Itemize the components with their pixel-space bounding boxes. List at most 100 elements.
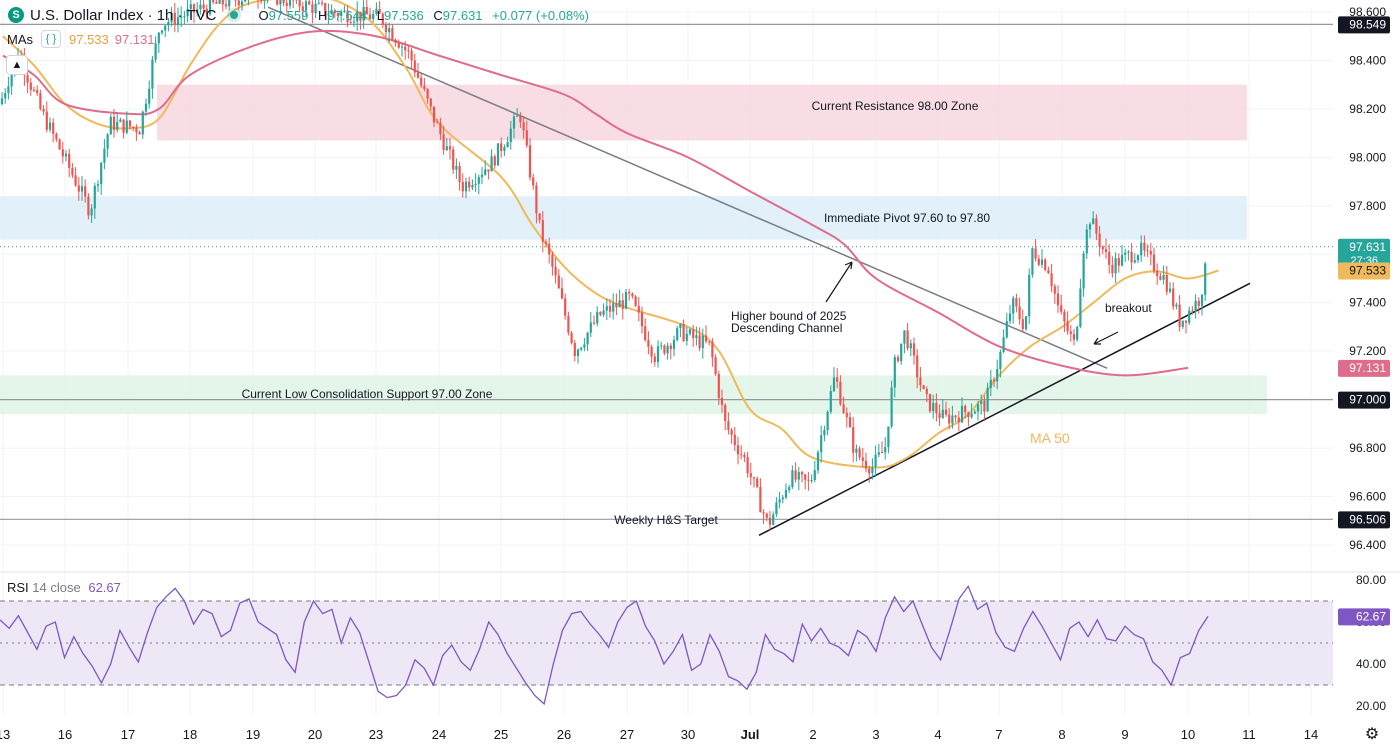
candle <box>605 306 608 311</box>
candle <box>359 11 362 21</box>
candle <box>1082 253 1085 289</box>
candle <box>1149 251 1152 255</box>
zones <box>0 84 1267 415</box>
candle <box>717 374 720 398</box>
candle <box>1031 248 1034 275</box>
candle <box>669 345 672 350</box>
candle <box>791 470 794 487</box>
candle <box>48 122 52 130</box>
candle <box>871 467 874 474</box>
candle <box>276 0 279 5</box>
candle <box>839 381 842 405</box>
candle <box>740 454 743 456</box>
candle <box>746 457 749 474</box>
price-label-text: 98.549 <box>1349 17 1386 31</box>
ma-legend-label: MAs <box>7 31 33 47</box>
candle <box>509 128 512 143</box>
candle <box>858 448 861 458</box>
arrow-up-icon <box>825 261 853 303</box>
candle <box>1018 306 1021 320</box>
trendline <box>758 282 1251 536</box>
candle <box>679 323 682 329</box>
rsi-legend[interactable]: RSI 14 close 62.67 <box>7 580 121 595</box>
time-tick: 19 <box>246 727 260 742</box>
candle <box>580 347 583 350</box>
symbol-icon[interactable]: S <box>8 7 24 23</box>
candle <box>900 343 903 362</box>
candle <box>288 0 292 6</box>
candle <box>548 243 551 255</box>
candle <box>1037 258 1040 265</box>
candle <box>368 14 372 20</box>
candle <box>906 330 909 349</box>
candle <box>1101 246 1104 250</box>
candle <box>189 4 192 9</box>
candle <box>1175 304 1178 307</box>
market-status-icon <box>230 11 239 19</box>
time-tick: 4 <box>934 727 941 742</box>
zone-2 <box>0 375 1267 415</box>
candle <box>432 106 436 123</box>
candle <box>826 411 829 430</box>
candle <box>567 315 570 333</box>
candle <box>1072 334 1076 340</box>
candle <box>647 340 650 347</box>
symbol-title[interactable]: U.S. Dollar Index · 1h · TVC <box>30 6 217 24</box>
candle <box>298 0 301 7</box>
candle <box>128 120 132 127</box>
grid-lines <box>0 8 1400 715</box>
candle <box>215 1 218 4</box>
price-tick: 98.000 <box>1349 150 1386 164</box>
candle <box>618 300 621 308</box>
gear-icon[interactable]: ⚙ <box>1364 726 1380 743</box>
candle <box>525 130 528 146</box>
candle <box>570 332 573 344</box>
candle <box>960 405 964 423</box>
price-label-level <box>1338 511 1390 529</box>
candle <box>103 148 106 163</box>
candle <box>736 445 740 455</box>
candle <box>394 39 397 44</box>
chevron-up-icon[interactable]: ▲ <box>6 55 28 75</box>
candle <box>122 119 125 133</box>
candle <box>804 474 807 480</box>
candle <box>1104 249 1108 253</box>
candle <box>1130 251 1133 263</box>
candle <box>154 43 157 60</box>
candle <box>324 3 327 16</box>
candle <box>90 208 93 216</box>
candle <box>909 343 912 349</box>
candle <box>61 149 64 157</box>
candle <box>1162 275 1165 280</box>
candle <box>672 340 676 350</box>
candle <box>1092 218 1095 225</box>
candle <box>202 4 205 9</box>
candle <box>695 335 698 339</box>
candle <box>784 490 788 498</box>
candle <box>237 0 240 6</box>
candle <box>765 513 768 518</box>
candle <box>68 153 71 168</box>
candle <box>983 400 986 412</box>
price-label-level <box>1338 16 1390 34</box>
candle <box>500 143 503 151</box>
price-tick: 98.200 <box>1349 102 1386 116</box>
candle <box>375 8 378 14</box>
ma-legend[interactable]: MAs { } 97.533 97.131 <box>7 30 155 48</box>
rsi-price-label-text: 62.67 <box>1356 609 1386 623</box>
candle <box>890 387 893 427</box>
price-tick: 96.400 <box>1349 538 1386 552</box>
candle <box>429 98 432 107</box>
candle <box>1028 274 1031 317</box>
candle <box>45 111 48 130</box>
candle <box>688 329 692 334</box>
candle <box>957 417 960 423</box>
candle <box>362 6 365 21</box>
candle <box>32 89 36 91</box>
candle <box>1159 276 1162 280</box>
eye-icon[interactable]: { } <box>41 30 61 48</box>
candle <box>96 184 100 186</box>
price-label-ma200 <box>1338 359 1390 377</box>
annotation: MA 50 <box>1030 430 1070 446</box>
